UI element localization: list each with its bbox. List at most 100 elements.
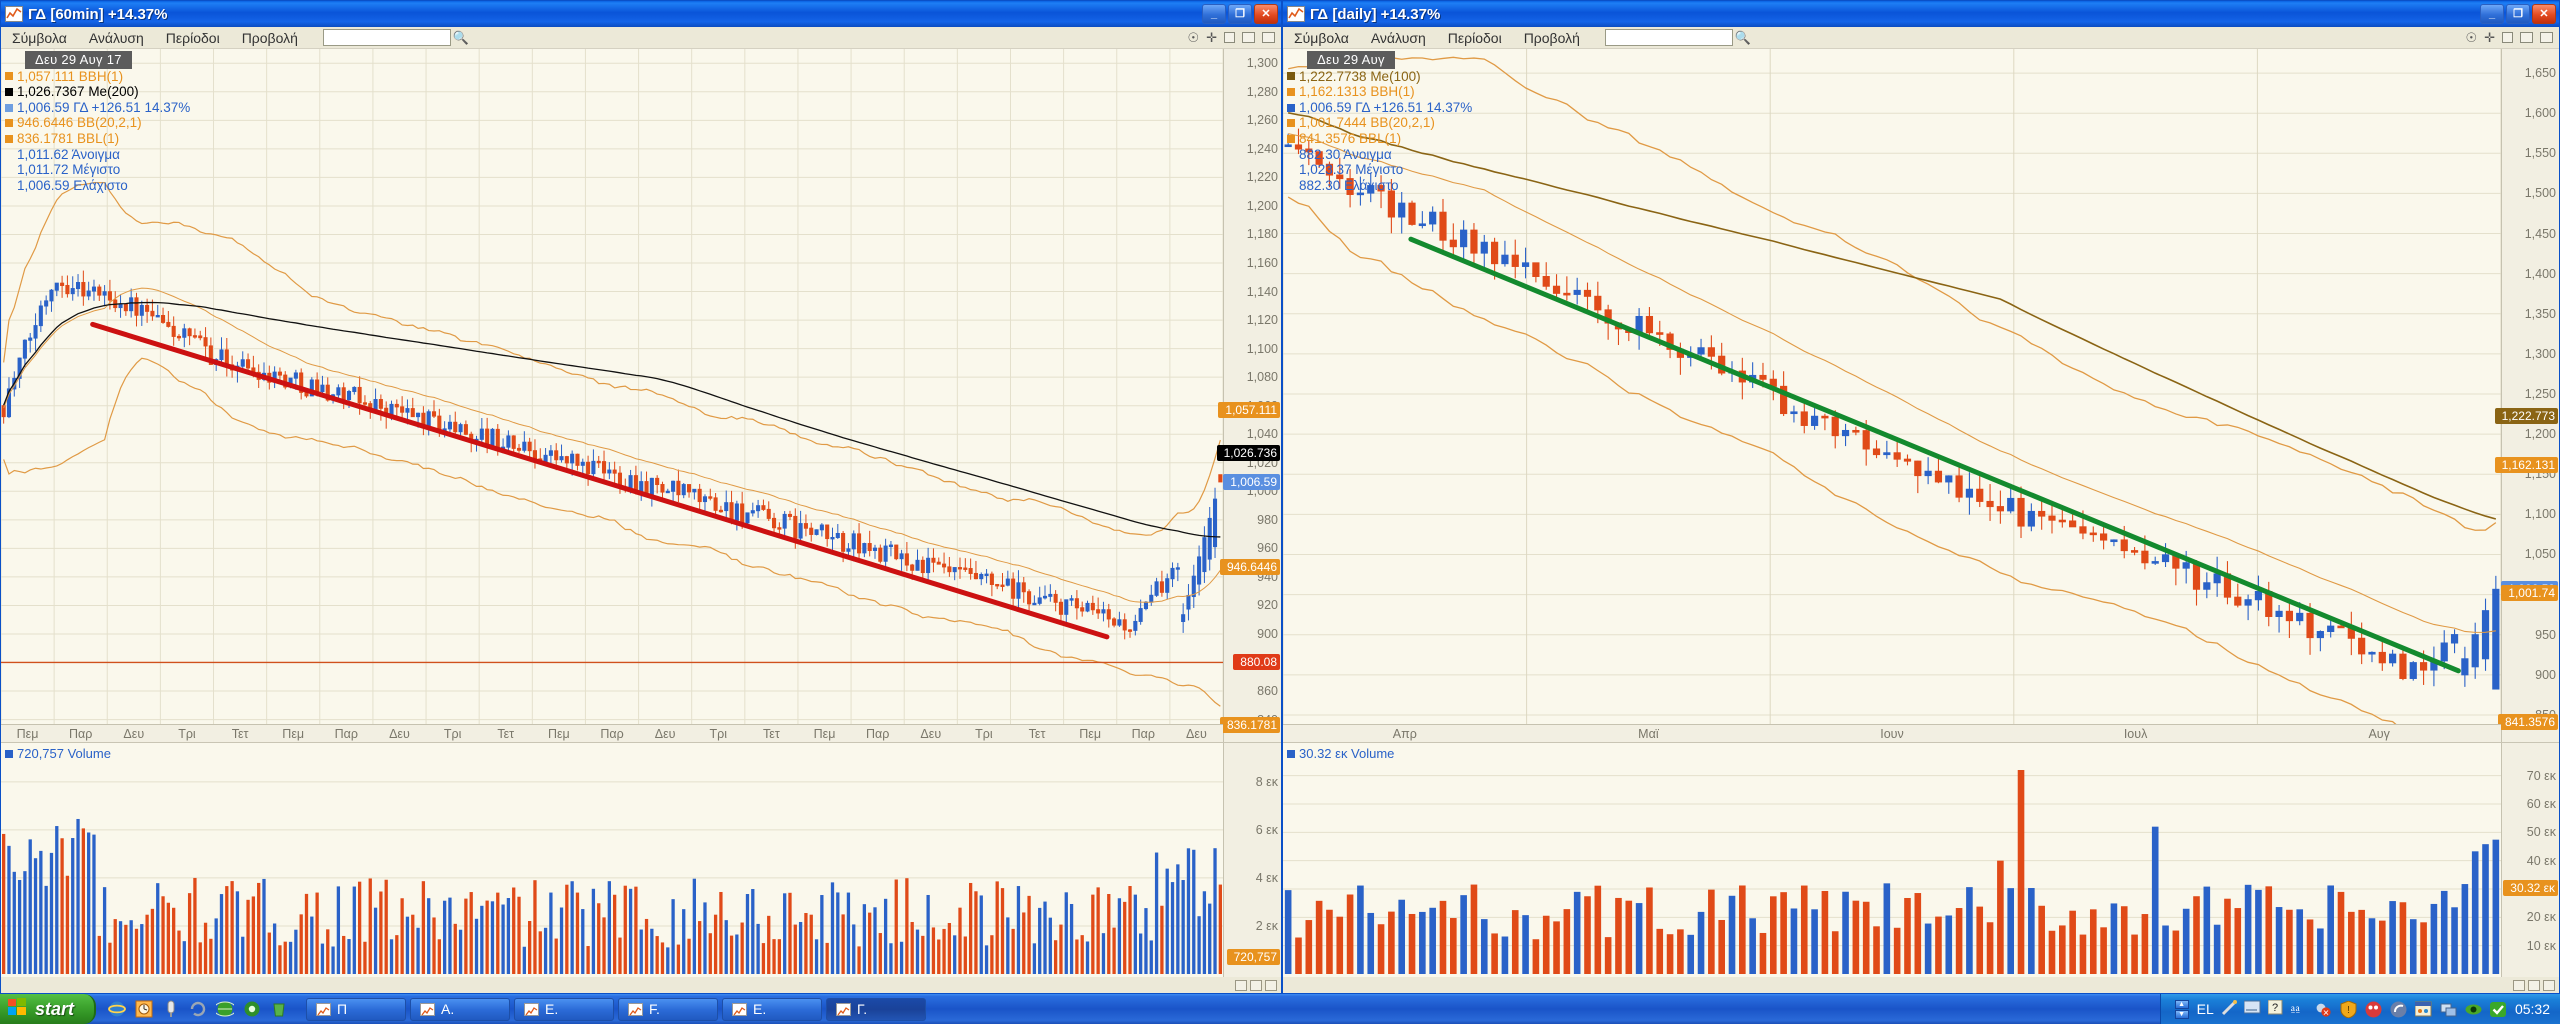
search-icon-60min[interactable]: 🔍 [452,29,469,45]
close-button-daily[interactable]: ✕ [2532,4,2556,24]
axis-tick: 70 εκ [2526,768,2556,783]
outlook-icon[interactable] [243,1000,261,1018]
menu-item-symbols-daily[interactable]: Σύμβολα [1294,29,1349,46]
task-buttons[interactable]: Π Α. Ε. F. Ε. Γ. [300,997,927,1021]
chart-window-daily[interactable]: ΓΔ [daily] +14.37% _ ❐ ✕ Σύμβολα Ανάλυση… [1282,0,2560,994]
antivirus-icon[interactable] [2365,1001,2382,1018]
menu-item-periods-60min[interactable]: Περίοδοι [165,29,220,46]
volume-axis-60min[interactable]: 2 εκ 4 εκ 6 εκ 8 εκ 720,757 [1223,743,1281,977]
price-pane-60min[interactable]: Δευ 29 Αυγ 17 1,057.111 BBH(1) 1,026.736… [1,49,1281,742]
zoom-out-button-60min[interactable] [1235,979,1247,991]
handwriting-icon[interactable] [2243,1000,2261,1018]
grid-icon-60min[interactable] [1224,32,1235,43]
scroll-spinner[interactable]: ▲ ▼ [2174,999,2189,1019]
taskbar-button[interactable]: Ε. [514,997,615,1021]
scroll-right-button-60min[interactable] [1265,979,1277,991]
maximize-button-daily[interactable]: ❐ [2506,4,2530,24]
axis-tick: 60 εκ [2526,797,2556,811]
cursor-icon-60min[interactable]: ☉ [1187,29,1200,45]
menubar-60min[interactable]: Σύμβολα Ανάλυση Περίοδοι Προβολή 🔍 ☉ ✛ [1,27,1281,49]
titlebar-daily[interactable]: ΓΔ [daily] +14.37% _ ❐ ✕ [1283,1,2559,27]
price-pane-daily[interactable]: Δευ 29 Αυγ 1,222.7738 Me(100) 1,162.1313… [1283,49,2559,742]
internet-explorer-icon[interactable] [108,1000,126,1018]
network-status-icon[interactable]: ✕ [2315,1001,2332,1018]
zoom-in-button-daily[interactable] [2528,979,2540,991]
price-marker-label[interactable]: 30.32 εκ [2503,880,2558,897]
minimize-button-60min[interactable]: _ [1202,4,1226,24]
update-ok-icon[interactable] [2489,1001,2507,1018]
recycle-bin-icon[interactable] [270,1000,288,1018]
price-marker-label[interactable]: 880.08 [1233,654,1280,671]
help-icon[interactable]: ? [2267,999,2283,1018]
pen-icon[interactable] [2221,999,2237,1019]
search-icon-daily[interactable]: 🔍 [1734,29,1751,45]
language-indicator[interactable]: EL [2196,1001,2214,1017]
show-desktop-icon[interactable]: ⎂ [2289,1000,2301,1017]
taskbar-button[interactable]: Γ. [826,997,927,1021]
layout-icon-daily[interactable] [2520,32,2533,43]
price-axis-daily[interactable]: 1,650 1,600 1,550 1,500 1,450 1,400 1,350 1,300… [2494,49,2559,742]
maximize-button-60min[interactable]: ❐ [1228,4,1252,24]
price-plot-60min[interactable] [1,49,1281,742]
taskbar-button[interactable]: Ε. [722,997,823,1021]
menu-item-periods-daily[interactable]: Περίοδοι [1447,29,1502,46]
minimize-button-daily[interactable]: _ [2480,4,2504,24]
media-player-icon[interactable] [162,1000,180,1018]
network-connections-icon[interactable] [2440,1001,2457,1018]
taskbar-button[interactable]: Α. [410,997,511,1021]
price-marker-label[interactable]: 720,757 [1226,948,1280,965]
start-button[interactable]: start [0,994,97,1024]
price-marker-label[interactable]: 1,222.773 [2494,407,2558,424]
price-marker-label[interactable]: 1,006.59 [1223,473,1280,490]
system-tray[interactable]: ▲ ▼ EL ? ⎂ ✕ ! 05:32 [2159,994,2560,1024]
notes-app-icon[interactable] [2414,1001,2432,1018]
refresh-icon[interactable] [189,1000,207,1018]
clock-app-icon[interactable] [135,1000,153,1018]
cursor-icon-daily[interactable]: ☉ [2465,29,2478,45]
layout-icon-60min[interactable] [1242,32,1255,43]
close-button-60min[interactable]: ✕ [1254,4,1278,24]
volume-plot-60min[interactable] [1,743,1281,977]
security-alert-icon[interactable]: ! [2340,999,2357,1019]
quick-launch-bar[interactable] [96,1000,300,1018]
eye-monitor-icon[interactable] [2465,1001,2482,1018]
taskbar-button[interactable]: F. [618,997,719,1021]
price-marker-label[interactable]: 836.1781 [1219,717,1280,734]
scroll-right-button-daily[interactable] [2543,979,2555,991]
menu-item-view-60min[interactable]: Προβολή [241,29,298,46]
menu-item-analysis-daily[interactable]: Ανάλυση [1370,29,1426,46]
menu-item-symbols-60min[interactable]: Σύμβολα [12,29,67,46]
menu-item-view-daily[interactable]: Προβολή [1523,29,1580,46]
symbol-search-input-60min[interactable] [322,29,451,46]
volume-plot-daily[interactable] [1283,743,2559,977]
globe-icon[interactable] [213,1000,237,1018]
settings-icon-60min[interactable] [1262,32,1275,43]
price-marker-label[interactable]: 946.6446 [1219,559,1280,576]
volume-pane-60min[interactable]: 720,757 Volume 2 εκ 4 εκ 6 εκ 8 εκ 720,757 [1,742,1281,977]
price-marker-label[interactable]: 1,001.74 [2501,585,2558,602]
taskbar-button-label: Π [337,1001,348,1017]
add-icon-60min[interactable]: ✛ [1206,29,1217,45]
price-marker-label[interactable]: 1,026.736 [1216,445,1280,462]
add-icon-daily[interactable]: ✛ [2484,29,2495,45]
sound-icon[interactable] [2390,1001,2407,1018]
chart-window-60min[interactable]: ΓΔ [60min] +14.37% _ ❐ ✕ Σύμβολα Ανάλυση… [0,0,1282,994]
symbol-search-input-daily[interactable] [1604,29,1733,46]
price-marker-label[interactable]: 1,057.111 [1218,401,1280,418]
zoom-in-button-60min[interactable] [1250,979,1262,991]
menu-item-analysis-60min[interactable]: Ανάλυση [88,29,144,46]
zoom-out-button-daily[interactable] [2513,979,2525,991]
price-axis-60min[interactable]: 1,300 1,280 1,260 1,240 1,220 1,200 1,180 1,160… [1216,49,1281,742]
clock[interactable]: 05:32 [2514,1001,2550,1017]
titlebar-60min[interactable]: ΓΔ [60min] +14.37% _ ❐ ✕ [1,1,1281,27]
settings-icon-daily[interactable] [2540,32,2553,43]
price-marker-label[interactable]: 841.3576 [2497,713,2558,730]
taskbar[interactable]: start Π Α. Ε. F. Ε. Γ. ▲ ▼ EL ? ⎂ ✕ ! [0,994,2560,1024]
price-plot-daily[interactable] [1283,49,2559,742]
grid-icon-daily[interactable] [2502,32,2513,43]
price-marker-label[interactable]: 1,162.131 [2494,456,2558,473]
menubar-daily[interactable]: Σύμβολα Ανάλυση Περίοδοι Προβολή 🔍 ☉ ✛ [1283,27,2559,49]
taskbar-button[interactable]: Π [306,997,407,1021]
